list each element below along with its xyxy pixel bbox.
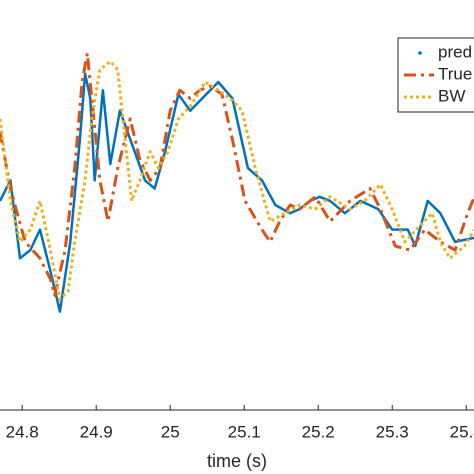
- legend-label: True: [438, 64, 472, 83]
- x-tick-label: 25.3: [376, 422, 409, 441]
- x-tick-label: 24.8: [6, 422, 39, 441]
- x-tick-label: 25.2: [302, 422, 335, 441]
- x-tick-label: 24.9: [80, 422, 113, 441]
- x-axis-label: time (s): [207, 451, 267, 471]
- legend-label: BW: [438, 86, 465, 105]
- legend-label: pred: [438, 42, 472, 61]
- legend-marker: [418, 51, 422, 55]
- x-tick-label: 25.1: [228, 422, 261, 441]
- x-tick-label: 25: [161, 422, 180, 441]
- series-line: [0, 60, 474, 301]
- x-tick-label: 25.4: [450, 422, 474, 441]
